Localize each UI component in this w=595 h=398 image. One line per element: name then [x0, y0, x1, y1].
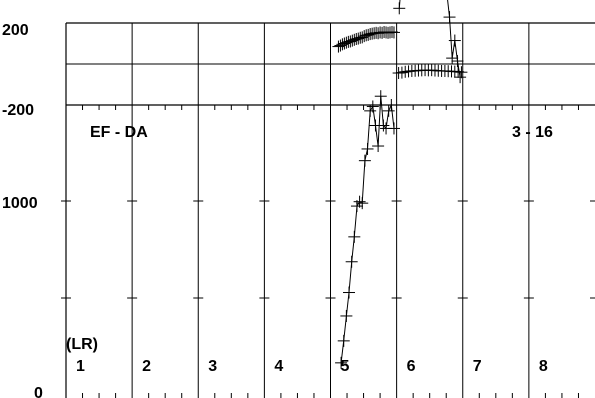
segment-label-4: 4 — [274, 358, 283, 375]
segment-label-1: 1 — [76, 358, 85, 375]
series-1-0 — [335, 90, 400, 369]
segment-label-8: 8 — [539, 358, 548, 375]
y-tick-label-minus-200: -200 — [2, 102, 34, 119]
series-line — [340, 96, 395, 363]
series-0-1 — [392, 64, 468, 80]
tick-layer — [61, 105, 595, 398]
segment-label-6: 6 — [407, 358, 416, 375]
series-1-1 — [393, 0, 467, 84]
segment-header: (LR) — [66, 336, 98, 353]
segment-label-7: 7 — [473, 358, 482, 375]
y-tick-label-1000: 1000 — [2, 195, 38, 212]
y-tick-label-0: 0 — [34, 385, 43, 398]
segment-label-2: 2 — [142, 358, 151, 375]
segment-label-5: 5 — [341, 358, 350, 375]
grid-layer — [65, 22, 595, 398]
segment-label-layer: 1 2 3 4 5 6 7 8 — [76, 358, 548, 375]
series-0-0 — [332, 26, 400, 53]
series-line — [398, 0, 461, 78]
chart-title-left: EF - DA — [90, 124, 148, 141]
segment-label-3: 3 — [208, 358, 217, 375]
y-tick-label-200: 200 — [2, 22, 29, 39]
series-layer — [332, 0, 468, 369]
chart-title-right: 3 - 16 — [512, 124, 553, 141]
